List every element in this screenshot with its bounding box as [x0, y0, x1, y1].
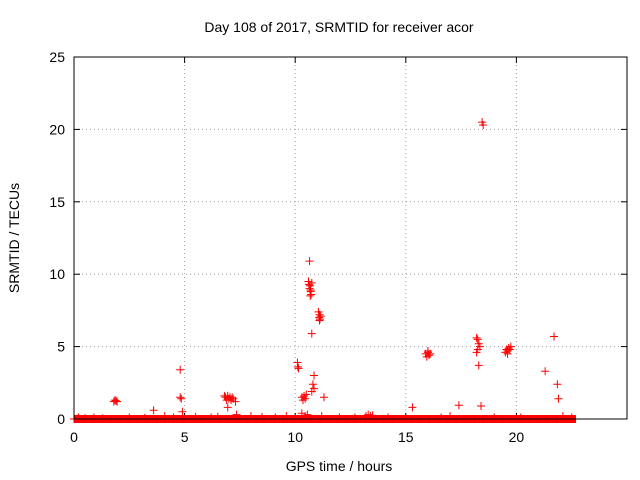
data-point: [149, 406, 158, 415]
data-point: [506, 342, 515, 351]
data-point: [425, 351, 434, 360]
data-point: [310, 371, 319, 380]
x-tick-label: 20: [509, 429, 525, 445]
plot-frame: [73, 56, 628, 420]
x-tick-label: 15: [398, 429, 414, 445]
data-point: [473, 345, 482, 354]
y-tick-label: 10: [49, 266, 65, 282]
data-point: [223, 403, 232, 412]
data-point: [176, 365, 185, 374]
data-point: [113, 397, 122, 406]
data-point: [503, 349, 512, 358]
data-point: [553, 380, 562, 389]
data-point: [316, 312, 325, 321]
data-point: [472, 333, 481, 342]
data-point: [473, 335, 482, 344]
data-point: [490, 413, 499, 422]
data-point: [541, 367, 550, 376]
data-point: [516, 413, 525, 422]
data-point: [303, 410, 312, 419]
data-point: [81, 414, 90, 423]
data-point: [294, 364, 303, 373]
x-tick-label: 5: [181, 429, 189, 445]
data-point: [550, 332, 559, 341]
data-point: [474, 361, 483, 370]
data-point: [477, 401, 486, 410]
data-point: [169, 413, 178, 422]
y-tick-label: 0: [57, 411, 65, 427]
data-point: [384, 413, 393, 422]
data-point: [228, 393, 237, 402]
data-point: [567, 413, 576, 422]
data-point: [479, 121, 488, 130]
data-point: [176, 393, 185, 402]
x-axis-label: GPS time / hours: [286, 458, 393, 474]
data-point: [315, 316, 324, 325]
x-tick-label: 10: [287, 429, 303, 445]
y-tick-label: 15: [49, 194, 65, 210]
data-point: [307, 387, 316, 396]
chart-title: Day 108 of 2017, SRMTID for receiver aco…: [204, 19, 474, 35]
data-point: [177, 394, 186, 403]
data-point: [368, 411, 377, 420]
data-point: [302, 390, 311, 399]
data-point: [140, 413, 149, 422]
data-point: [301, 394, 310, 403]
y-tick-label: 25: [49, 49, 65, 65]
data-point: [307, 329, 316, 338]
data-point: [231, 397, 240, 406]
data-point: [98, 414, 107, 423]
data-point: [308, 380, 317, 389]
data-point: [554, 394, 563, 403]
data-point: [335, 413, 344, 422]
data-point: [293, 362, 302, 371]
x-tick-label: 0: [70, 429, 78, 445]
data-point: [178, 407, 187, 416]
data-point: [74, 413, 83, 422]
data-point: [307, 278, 316, 287]
data-point: [232, 410, 241, 419]
data-point: [423, 346, 432, 355]
y-tick-label: 5: [57, 339, 65, 355]
data-point: [305, 257, 314, 266]
data-point: [306, 286, 315, 295]
data-point: [350, 413, 359, 422]
data-point: [271, 413, 280, 422]
data-point: [408, 403, 417, 412]
data-point: [207, 413, 216, 422]
data-point: [454, 401, 463, 410]
data-point: [112, 396, 121, 405]
data-point: [437, 413, 446, 422]
data-point: [319, 393, 328, 402]
data-point: [125, 413, 134, 422]
y-tick-label: 20: [49, 121, 65, 137]
y-axis-label: SRMTID / TECUs: [6, 183, 22, 293]
grid-lines: [74, 57, 627, 419]
data-point: [89, 413, 98, 422]
